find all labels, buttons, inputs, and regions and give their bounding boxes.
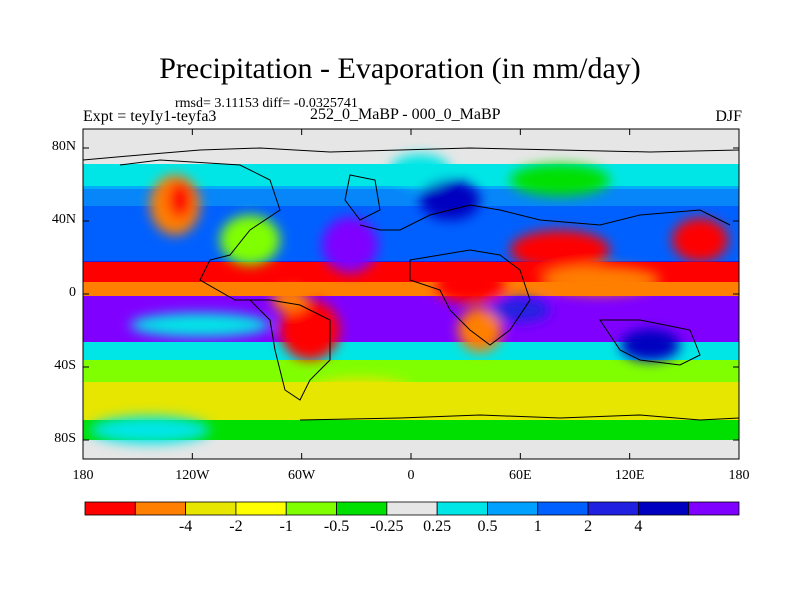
colorbar-label: -0.5 xyxy=(323,518,350,535)
lon-label: 60W xyxy=(288,468,316,483)
season-label: DJF xyxy=(715,108,742,125)
coastlines xyxy=(83,147,739,421)
colorbar xyxy=(84,501,740,516)
colorbar-label: -1 xyxy=(279,518,293,535)
colorbar-swatch xyxy=(637,501,690,516)
colorbar-label: 4 xyxy=(634,518,643,535)
colorbar-swatch xyxy=(84,501,136,516)
colorbar-label: 0.5 xyxy=(477,518,498,535)
colorbar-swatch xyxy=(336,501,388,516)
axis-ticks xyxy=(82,129,740,459)
colorbar-swatch xyxy=(235,501,287,516)
lon-label: 60E xyxy=(509,468,532,483)
colorbar-swatch xyxy=(185,501,237,516)
colorbar-swatch xyxy=(587,501,639,516)
lon-label: 0 xyxy=(407,468,415,483)
colorbar-swatch xyxy=(134,501,187,516)
map-title: Precipitation - Evaporation (in mm/day) xyxy=(159,52,641,85)
comparison-label: 252_0_MaBP - 000_0_MaBP xyxy=(310,106,501,123)
colorbar-swatch xyxy=(487,501,539,516)
colorbar-label: 1 xyxy=(533,518,542,535)
colorbar-label: 2 xyxy=(584,518,593,535)
lon-label: 120E xyxy=(614,468,645,483)
colorbar-swatch xyxy=(285,501,337,516)
experiment-label: Expt = teyIy1-teyfa3 xyxy=(83,108,217,125)
lon-label: 180 xyxy=(72,468,94,483)
colorbar-label: -2 xyxy=(229,518,243,535)
colorbar-label: -4 xyxy=(178,518,193,535)
colorbar-swatch xyxy=(537,501,589,516)
stats-text: rmsd= 3.11153 diff= -0.0325741 xyxy=(175,96,358,111)
lon-label: 120W xyxy=(175,468,210,483)
lat-label: 40S xyxy=(54,358,76,373)
lon-label: 180 xyxy=(728,468,750,483)
field-layer xyxy=(83,129,739,459)
colorbar-label: 0.25 xyxy=(423,518,452,535)
colorbar-swatch xyxy=(436,501,488,516)
lat-label: 80N xyxy=(51,139,76,154)
colorbar-swatch xyxy=(386,501,438,516)
lat-label: 0 xyxy=(69,285,76,300)
lat-label: 80S xyxy=(54,431,76,446)
lat-label: 40N xyxy=(51,212,76,227)
colorbar-swatch xyxy=(688,501,740,516)
colorbar-label: -0.25 xyxy=(370,518,404,535)
